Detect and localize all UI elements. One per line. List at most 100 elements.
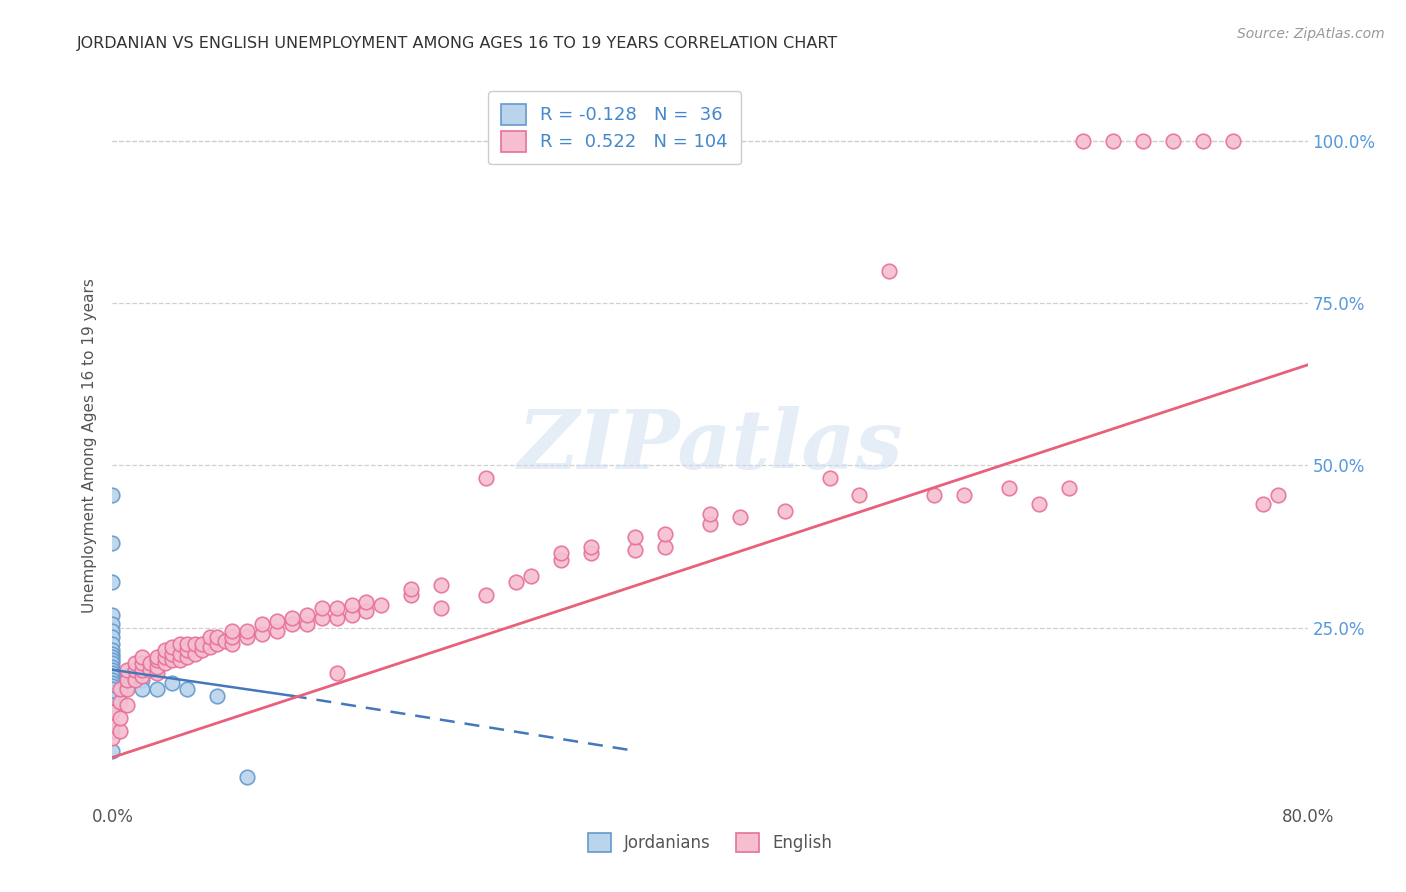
Point <box>699 507 721 521</box>
Point <box>214 633 236 648</box>
Point <box>1028 497 1050 511</box>
Point <box>430 601 453 615</box>
Point <box>146 682 169 697</box>
Point <box>153 657 176 671</box>
Point <box>550 546 572 560</box>
Point <box>325 601 347 615</box>
Point <box>281 611 304 625</box>
Point <box>101 624 124 638</box>
Point <box>728 510 751 524</box>
Y-axis label: Unemployment Among Ages 16 to 19 years: Unemployment Among Ages 16 to 19 years <box>82 278 97 614</box>
Point <box>101 647 124 661</box>
Point <box>1222 134 1244 148</box>
Point <box>430 578 453 592</box>
Point <box>101 744 124 758</box>
Point <box>124 673 146 687</box>
Point <box>153 643 176 657</box>
Point <box>205 637 228 651</box>
Point <box>340 607 363 622</box>
Point <box>311 611 333 625</box>
Point <box>101 643 124 657</box>
Legend: Jordanians, English: Jordanians, English <box>581 826 839 859</box>
Point <box>146 653 169 667</box>
Point <box>191 637 214 651</box>
Point <box>1132 134 1154 148</box>
Text: Source: ZipAtlas.com: Source: ZipAtlas.com <box>1237 27 1385 41</box>
Point <box>101 698 124 713</box>
Point <box>818 471 841 485</box>
Point <box>205 689 228 703</box>
Point <box>101 631 124 645</box>
Point <box>475 588 498 602</box>
Point <box>146 649 169 664</box>
Point <box>191 643 214 657</box>
Point <box>101 649 124 664</box>
Point <box>699 516 721 531</box>
Point <box>101 657 124 671</box>
Point <box>1161 134 1184 148</box>
Point <box>108 724 131 739</box>
Point <box>162 647 183 661</box>
Point <box>101 617 124 632</box>
Point <box>340 598 363 612</box>
Point <box>101 724 124 739</box>
Point <box>401 582 423 596</box>
Point <box>101 718 124 732</box>
Point <box>198 631 221 645</box>
Point <box>1073 134 1095 148</box>
Point <box>505 575 527 590</box>
Point <box>101 663 124 677</box>
Point <box>169 647 191 661</box>
Point <box>236 624 259 638</box>
Point <box>131 673 153 687</box>
Point <box>1057 481 1080 495</box>
Point <box>117 663 139 677</box>
Point <box>236 770 259 784</box>
Point <box>281 617 304 632</box>
Point <box>169 653 191 667</box>
Point <box>1102 134 1125 148</box>
Point <box>579 546 602 560</box>
Point <box>356 604 378 618</box>
Point <box>124 663 146 677</box>
Point <box>117 673 139 687</box>
Point <box>108 682 131 697</box>
Point <box>325 611 347 625</box>
Point <box>101 673 124 687</box>
Point <box>183 637 205 651</box>
Point <box>879 264 901 278</box>
Point <box>131 663 153 677</box>
Point <box>101 488 124 502</box>
Point <box>108 695 131 709</box>
Point <box>356 595 378 609</box>
Point <box>101 575 124 590</box>
Point <box>266 624 288 638</box>
Point <box>183 647 205 661</box>
Point <box>295 607 318 622</box>
Text: JORDANIAN VS ENGLISH UNEMPLOYMENT AMONG AGES 16 TO 19 YEARS CORRELATION CHART: JORDANIAN VS ENGLISH UNEMPLOYMENT AMONG … <box>77 36 838 51</box>
Point <box>101 705 124 719</box>
Point <box>922 488 945 502</box>
Point <box>475 471 498 485</box>
Point <box>131 682 153 697</box>
Point <box>624 530 647 544</box>
Point <box>266 614 288 628</box>
Point <box>117 679 139 693</box>
Point <box>124 657 146 671</box>
Point <box>998 481 1021 495</box>
Point <box>953 488 976 502</box>
Point <box>205 631 228 645</box>
Point <box>624 542 647 557</box>
Point <box>1192 134 1215 148</box>
Point <box>101 679 124 693</box>
Point <box>117 698 139 713</box>
Point <box>101 675 124 690</box>
Point <box>117 669 139 683</box>
Point <box>221 624 243 638</box>
Point <box>176 682 198 697</box>
Point <box>773 504 796 518</box>
Point <box>101 682 124 697</box>
Point <box>131 649 153 664</box>
Point <box>198 640 221 654</box>
Point <box>176 643 198 657</box>
